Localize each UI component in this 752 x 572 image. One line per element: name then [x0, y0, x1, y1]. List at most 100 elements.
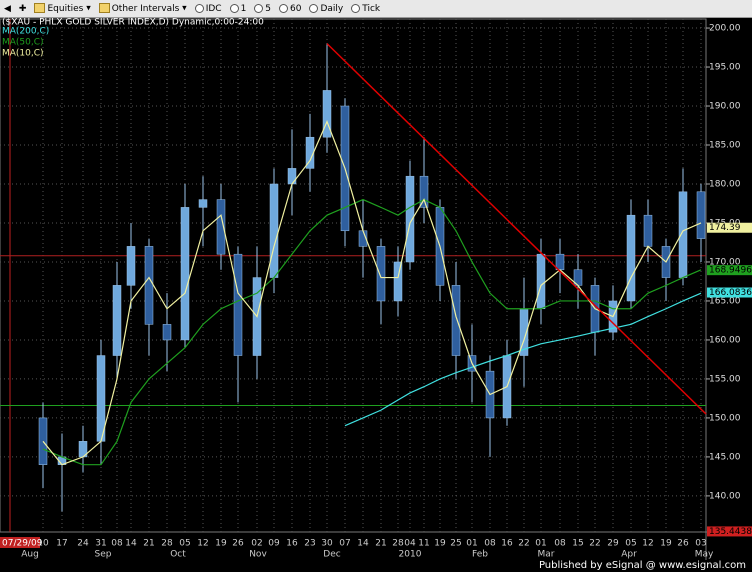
radio[interactable]: 5: [254, 3, 272, 14]
candle-body: [419, 175, 429, 208]
month-label: Mar: [538, 550, 555, 560]
menu-label: Other Intervals: [111, 3, 180, 14]
menu-label: Equities: [47, 3, 84, 14]
x-tick-label: 07: [339, 539, 350, 549]
radio[interactable]: Tick: [351, 3, 381, 14]
value-box: [707, 287, 752, 298]
ma-line: [344, 292, 702, 427]
x-tick-label: 17: [56, 539, 67, 549]
x-tick-label: 01: [466, 539, 477, 549]
candle-body: [287, 168, 297, 185]
value-box: [707, 526, 752, 537]
x-tick-label: 30: [321, 539, 333, 549]
value-label: 135.443876: [709, 527, 752, 537]
candle-body: [322, 90, 332, 138]
x-tick-label: 02: [251, 539, 262, 549]
chart-title: ($XAU - PHLX GOLD SILVER INDEX,D) Dynami…: [2, 18, 264, 28]
y-tick-label: 145.00: [709, 452, 741, 462]
radio-label: 5: [265, 3, 272, 14]
x-tick-label: 23: [304, 539, 315, 549]
plot-frame: [0, 18, 707, 533]
month-label: Feb: [472, 550, 488, 560]
y-tick-label: 140.00: [709, 491, 741, 501]
y-tick-label: 180.00: [709, 179, 741, 189]
candle-body: [180, 207, 190, 341]
menu[interactable]: Equities ▾: [34, 3, 91, 14]
x-tick-label: 11: [418, 539, 429, 549]
candle-body: [393, 261, 403, 302]
candle-body: [626, 214, 636, 302]
x-tick-label: 19: [434, 539, 446, 549]
x-tick-label: 25: [450, 539, 461, 549]
ma-line: [42, 198, 702, 466]
x-tick-label: 14: [125, 539, 137, 549]
candle-body: [144, 246, 154, 325]
x-tick-label: 01: [535, 539, 546, 549]
x-tick-label: 28: [161, 539, 173, 549]
x-tick-label: 10: [37, 539, 49, 549]
x-tick-label: 14: [357, 539, 369, 549]
x-tick-label: 04: [404, 539, 416, 549]
candle-body: [216, 199, 226, 255]
candle-body: [536, 253, 546, 310]
radio-label: 60: [290, 3, 302, 14]
x-tick-label: 12: [197, 539, 208, 549]
start-label-box: [0, 537, 40, 548]
candle-body: [112, 285, 122, 356]
candle-body: [405, 175, 415, 263]
x-tick-label: 22: [589, 539, 600, 549]
legend-entry: MA(50,C): [2, 38, 44, 48]
radio[interactable]: 60: [279, 3, 302, 14]
month-label: May: [695, 550, 714, 560]
value-label: 174.39: [709, 223, 741, 233]
button[interactable]: ✚: [18, 3, 27, 14]
x-tick-label: 26: [677, 539, 689, 549]
candle-body: [126, 246, 136, 286]
y-tick-label: 155.00: [709, 374, 741, 384]
x-tick-label: 08: [111, 539, 123, 549]
radio-label: Tick: [362, 3, 381, 14]
radio-label: 1: [240, 3, 247, 14]
footer: Published by eSignal @ www.esignal.com: [538, 560, 746, 571]
menu[interactable]: Other Intervals ▾: [98, 3, 187, 14]
month-label: Sep: [95, 550, 112, 560]
y-tick-label: 200.00: [709, 24, 741, 34]
candle-body: [198, 199, 208, 208]
value-label: 168.9496: [709, 266, 752, 276]
radio[interactable]: IDC: [194, 3, 222, 14]
x-tick-label: 22: [518, 539, 529, 549]
month-label: Apr: [621, 550, 637, 560]
legend-entry: MA(200,C): [2, 27, 49, 37]
x-tick-label: 08: [484, 539, 496, 549]
toolbar: ◀ ✚ Equities ▾ Other Intervals ▾ IDC 1 5…: [0, 0, 752, 18]
y-tick-label: 160.00: [709, 335, 741, 345]
x-tick-label: 16: [286, 539, 298, 549]
candle-body: [696, 191, 706, 239]
radio[interactable]: Daily: [309, 3, 343, 14]
button[interactable]: ◀: [4, 3, 11, 14]
x-tick-label: 24: [77, 539, 89, 549]
trendline: [326, 43, 707, 415]
x-tick-label: 09: [268, 539, 280, 549]
y-tick-label: 195.00: [709, 63, 741, 73]
candle-body: [269, 183, 279, 278]
x-tick-label: 21: [375, 539, 386, 549]
x-tick-label: 08: [554, 539, 566, 549]
x-tick-label: 15: [572, 539, 583, 549]
radio[interactable]: 1: [229, 3, 247, 14]
candle-body: [376, 246, 386, 302]
x-tick-label: 26: [232, 539, 244, 549]
y-tick-label: 150.00: [709, 413, 741, 423]
legend-entry: MA(10,C): [2, 49, 44, 59]
month-label: Nov: [249, 550, 267, 560]
value-box: [707, 222, 752, 233]
candle-body: [233, 253, 243, 356]
candle-body: [162, 324, 172, 341]
month-label: Aug: [21, 550, 39, 560]
y-tick-label: 170.00: [709, 257, 741, 267]
x-tick-label: 19: [660, 539, 672, 549]
x-tick-label: 05: [625, 539, 636, 549]
x-tick-label: 29: [607, 539, 619, 549]
candle-body: [555, 253, 565, 271]
